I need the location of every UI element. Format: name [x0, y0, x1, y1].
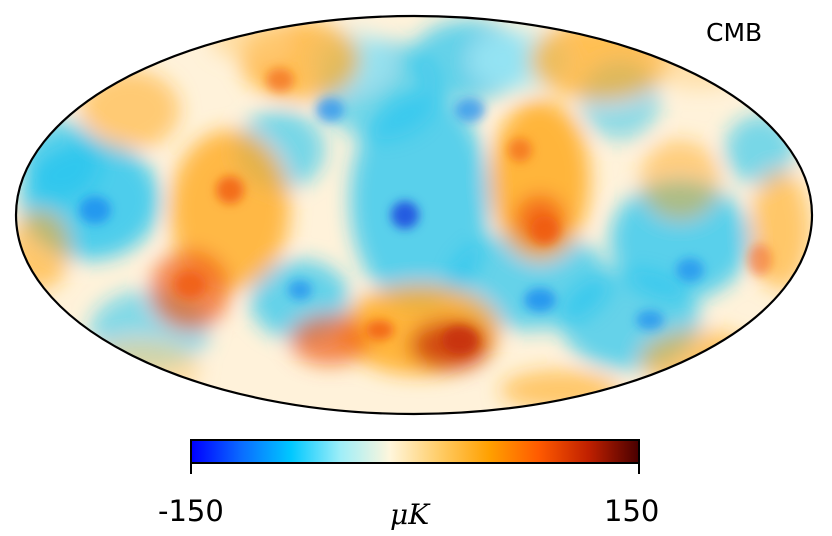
sky-map-fill — [16, 16, 812, 414]
map-outline — [14, 14, 814, 416]
colorbar-max-tick — [638, 463, 640, 474]
map-title: CMB — [706, 18, 763, 47]
colorbar-unit-label: μK — [390, 498, 430, 531]
colorbar-min-label: -150 — [158, 494, 224, 528]
colorbar-min-tick — [190, 463, 192, 474]
colorbar-max-label: 150 — [604, 494, 660, 528]
colorbar — [190, 439, 640, 464]
